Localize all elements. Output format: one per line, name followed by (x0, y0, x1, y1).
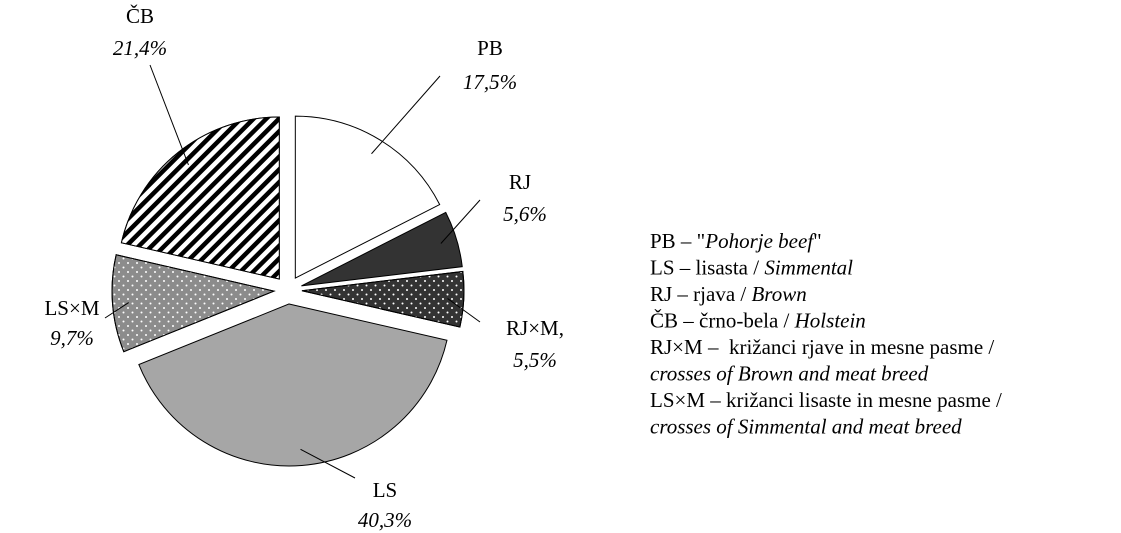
legend-text: PB – " (650, 229, 705, 253)
slice-label: LS (373, 478, 398, 502)
legend-entry: ČB – črno-bela / Holstein (650, 308, 866, 332)
leader-line (149, 64, 189, 166)
slice-label: PB (477, 36, 503, 60)
slice (301, 211, 463, 287)
legend-text: " (813, 229, 822, 253)
legend-text: LS×M – križanci lisaste in mesne pasme / (650, 388, 1002, 412)
value-label: 17,5% (463, 70, 517, 94)
pie (111, 115, 465, 467)
legend-text: Pohorje beef (704, 229, 816, 253)
legend-entry: LS×M – križanci lisaste in mesne pasme / (650, 388, 1002, 412)
legend-text: ČB – črno-bela / (650, 308, 795, 332)
value-label: 5,5% (513, 348, 557, 372)
legend-entry: crosses of Simmental and meat breed (650, 414, 962, 438)
slice-label: ČB (126, 4, 154, 28)
slice-label: LS×M (44, 296, 99, 320)
value-label: 21,4% (113, 36, 167, 60)
legend-text: crosses of Brown and meat breed (650, 361, 929, 385)
legend-entry: RJ – rjava / Brown (650, 282, 807, 306)
legend-text: Brown (751, 282, 806, 306)
slice (138, 303, 448, 467)
legend-entry: LS – lisasta / Simmental (650, 255, 853, 279)
slice (294, 115, 441, 279)
leader-line (104, 302, 129, 319)
leader-line (440, 199, 481, 244)
slice-pattern (301, 270, 465, 328)
slice-label: RJ×M, (506, 316, 564, 340)
labels: PB 17,5% RJ 5,6% RJ×M, 5,5% LS 40,3% LS×M 9,7% ČB 2… (44, 4, 563, 532)
legend-text: RJ×M – križanci rjave in mesne pasme / (650, 335, 994, 359)
value-label: 5,6% (503, 202, 547, 226)
slice-label: RJ (509, 170, 531, 194)
legend-entry: RJ×M – križanci rjave in mesne pasme / (650, 335, 994, 359)
slice-pattern (111, 254, 276, 353)
leader-line (371, 75, 441, 155)
legend-entry: crosses of Brown and meat breed (650, 361, 929, 385)
leader-line (300, 448, 356, 479)
legend: PB – "Pohorje beef"LS – lisasta / Simmen… (650, 229, 1002, 439)
legend-entry: PB – "Pohorje beef" (650, 229, 822, 253)
value-label: 9,7% (50, 326, 94, 350)
leader-line (447, 298, 481, 323)
legend-text: crosses of Simmental and meat breed (650, 414, 962, 438)
slice-pattern (120, 116, 280, 280)
legend-text: LS – lisasta / (650, 255, 764, 279)
legend-text: RJ – rjava / (650, 282, 751, 306)
legend-text: Holstein (794, 308, 866, 332)
value-label: 40,3% (358, 508, 412, 532)
legend-text: Simmental (764, 255, 853, 279)
